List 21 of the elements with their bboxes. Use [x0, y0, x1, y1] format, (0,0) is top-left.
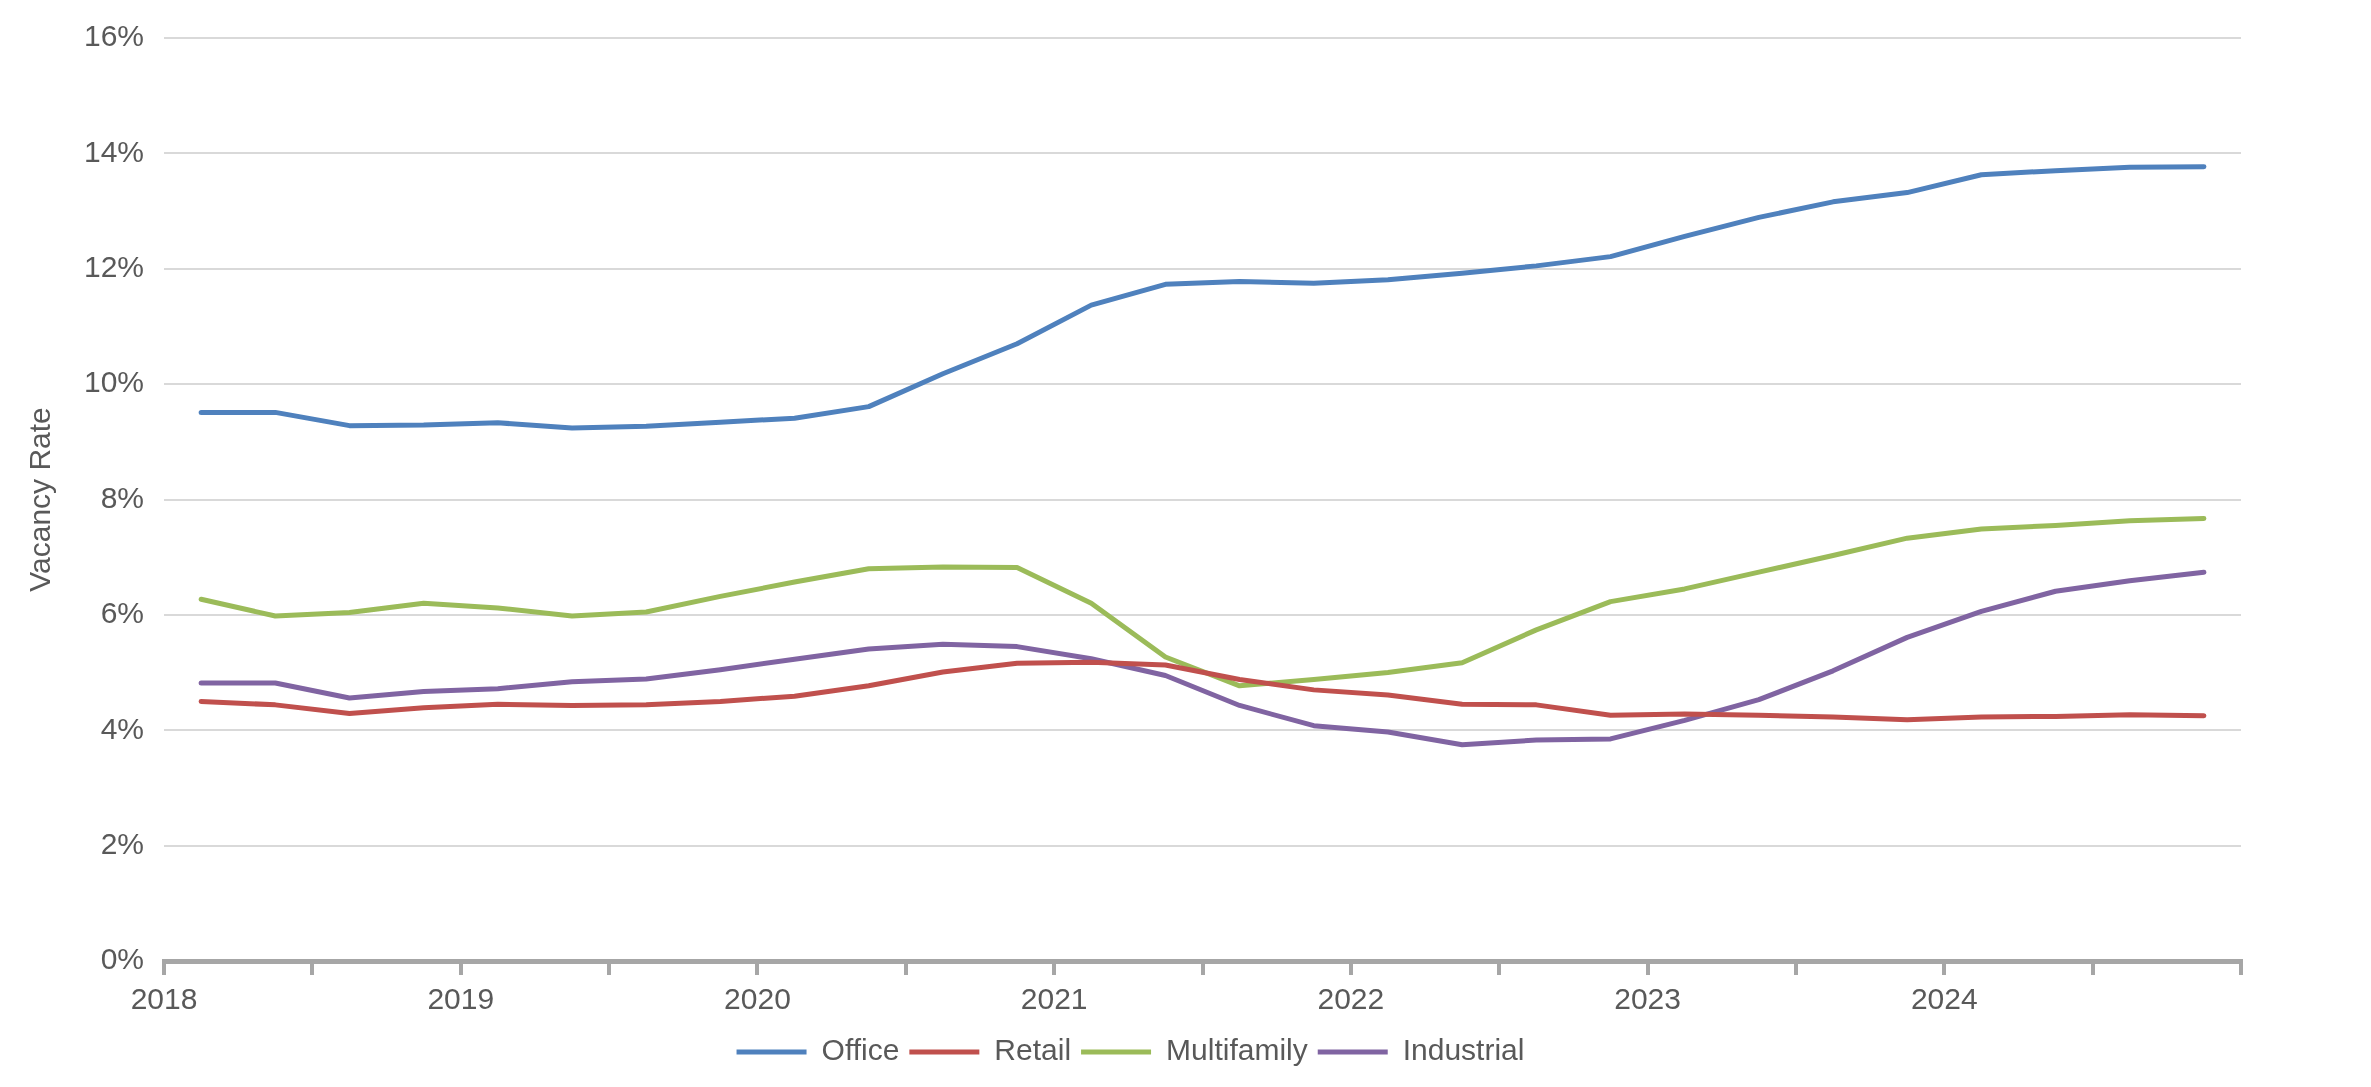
x-tick-label: 2018: [130, 982, 198, 1016]
y-tick-label: 2%: [100, 826, 145, 860]
x-tick-label: 2022: [1317, 982, 1385, 1016]
y-axis-title: Vacancy Rate: [23, 407, 57, 592]
y-tick-label: 12%: [84, 250, 145, 284]
legend-label: Retail: [994, 1033, 1072, 1067]
y-tick-label: 14%: [84, 134, 145, 168]
legend-label: Office: [821, 1033, 900, 1067]
y-tick-label: 0%: [100, 942, 145, 976]
x-tick-label: 2023: [1614, 982, 1681, 1016]
y-tick-label: 4%: [100, 711, 145, 745]
x-tick-label: 2019: [427, 982, 495, 1016]
y-tick-label: 10%: [84, 365, 145, 399]
y-tick-label: 16%: [84, 19, 145, 53]
x-tick-label: 2021: [1020, 982, 1088, 1016]
y-tick-label: 8%: [100, 480, 145, 514]
legend-label: Industrial: [1402, 1033, 1525, 1067]
legend-label: Multifamily: [1166, 1033, 1308, 1067]
y-tick-label: 6%: [100, 596, 145, 630]
x-tick-label: 2020: [724, 982, 791, 1016]
x-tick-label: 2024: [1910, 982, 1978, 1016]
